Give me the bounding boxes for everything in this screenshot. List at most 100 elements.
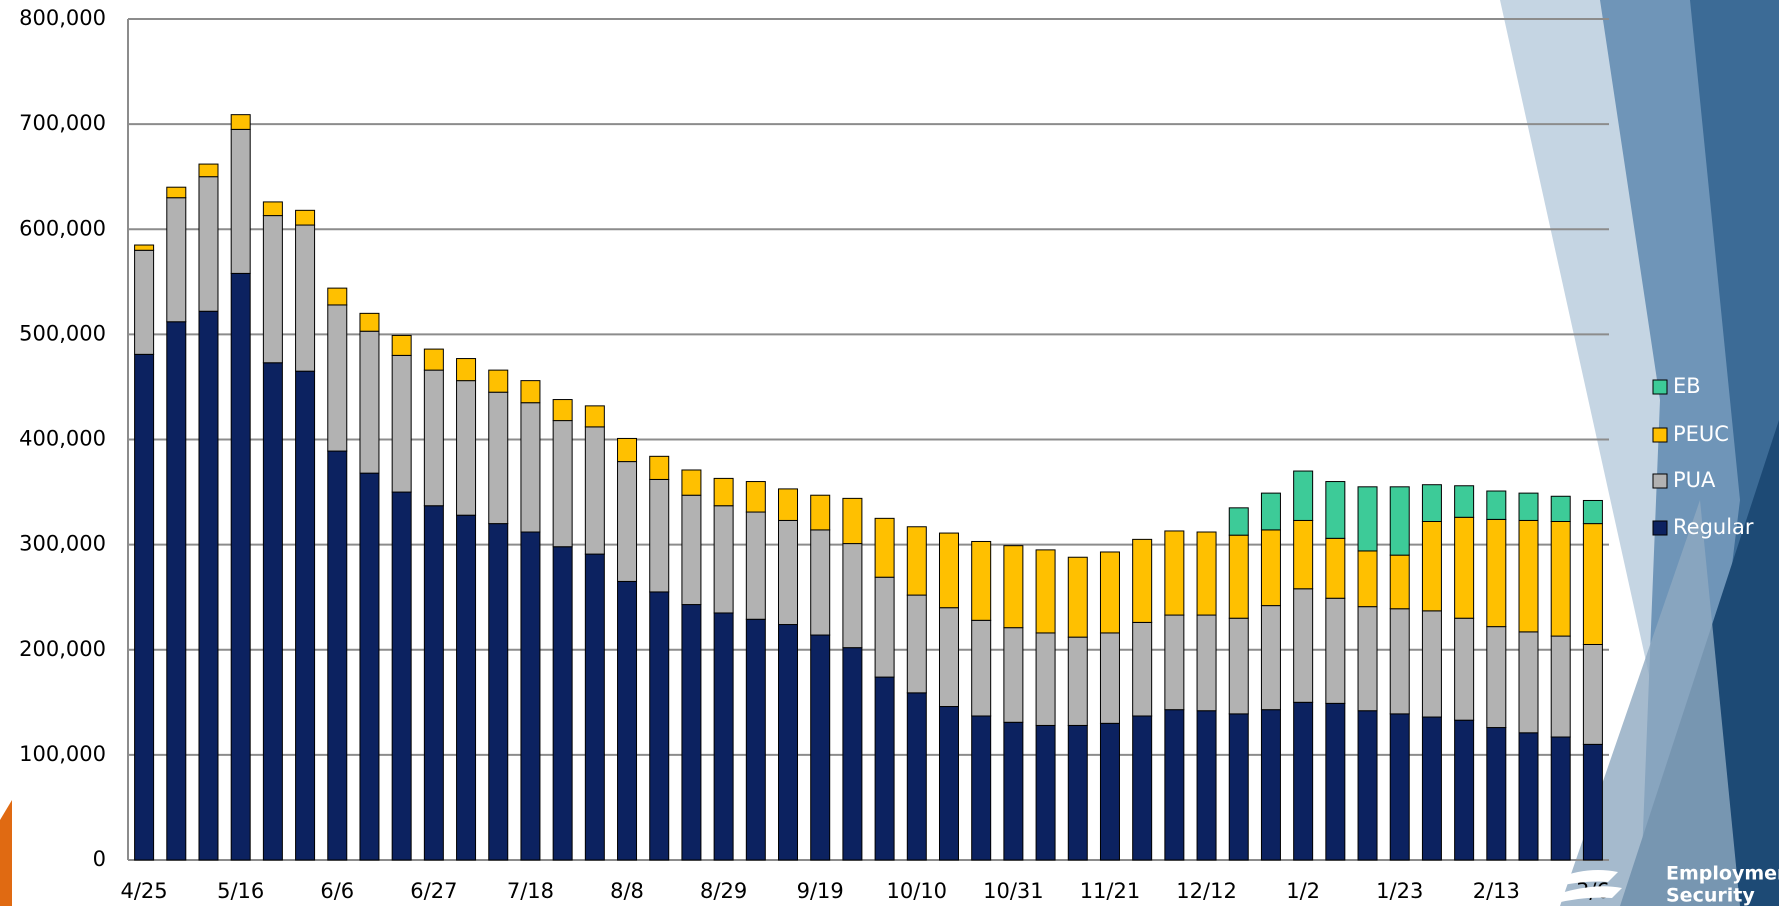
y-tick-label: 200,000 [19,637,106,661]
bar-segment [1293,588,1314,703]
bar-segment [649,591,670,861]
x-tick-label: 12/12 [1176,879,1237,903]
bar-segment [778,624,799,861]
bar-segment [971,540,992,621]
bar-segment [1421,520,1442,612]
bar-segment [810,634,831,861]
bar-segment [1389,713,1410,861]
bar-segment [1260,709,1281,861]
bar-segment [134,244,155,251]
bar-segment [971,715,992,861]
bar-segment [1357,710,1378,861]
bar-segment [1099,632,1120,724]
bar-segment [1132,538,1153,623]
bar-segment [778,488,799,521]
bar-segment [1196,531,1217,616]
bar-segment [1550,520,1571,637]
bar-segment [1357,486,1378,552]
y-tick-label: 0 [93,847,106,871]
bar-segment [1389,554,1410,610]
bar-segment [1582,499,1603,525]
x-tick-label: 10/31 [983,879,1044,903]
bar-segment [1486,626,1507,729]
bar-segment [713,477,734,507]
bar-segment [456,358,477,382]
bar-segment [1454,719,1475,861]
bar-segment [1099,551,1120,634]
bar-segment [1325,537,1346,599]
bar-segment [1067,636,1088,726]
x-tick-label: 10/10 [887,879,948,903]
y-tick-label: 500,000 [19,321,106,345]
bar-segment [681,494,702,606]
bar-segment [584,426,605,555]
bar-segment [938,607,959,708]
bar-segment [327,304,348,452]
bar-segment [810,529,831,636]
bar-segment [1325,481,1346,539]
bar-segment [230,114,251,130]
bar-segment [1454,617,1475,721]
x-tick-label: 8/8 [610,879,644,903]
bar-segment [584,405,605,428]
bar-segment [552,399,573,422]
bar-segment [520,531,541,861]
bar-segment [617,580,638,861]
bar-segment [1228,713,1249,861]
bar-segment [1067,724,1088,861]
bar-segment [1389,486,1410,556]
bar-segment [198,310,219,861]
bar-segment [1035,724,1056,861]
bar-segment [1582,643,1603,745]
bar-segment [1518,519,1539,633]
plot: 0 100,000 200,000 300,000 400,000 500,000 600,… [19,6,1754,903]
bar-segment [745,618,766,861]
logo-text: Employment [1666,863,1779,885]
bar-segment [262,215,283,364]
x-tick-label: 1/2 [1286,879,1320,903]
bar-segment [1260,492,1281,531]
bar-segment [1003,627,1024,723]
bar-segment [1228,534,1249,619]
bar-segment [1067,556,1088,638]
bar-segment [681,604,702,861]
bar-segment [1132,621,1153,717]
bar-segment [456,514,477,861]
bar-segment [938,706,959,861]
bar-segment [1357,550,1378,608]
y-tick-label: 400,000 [19,427,106,451]
bar-segment [1486,490,1507,520]
bar-segment [1454,485,1475,518]
x-tick-label: 6/6 [320,879,354,903]
bar-segment [617,437,638,463]
bar-segment [778,519,799,626]
bar-segment [198,176,219,312]
bar-segment [1260,529,1281,607]
bar-segment [617,461,638,582]
bar-segment [1389,608,1410,715]
bar-segment [488,523,509,861]
bar-segment [1518,631,1539,734]
bar-segment [552,546,573,861]
legend-label: Regular [1673,515,1754,539]
x-tick-label: 9/19 [797,879,844,903]
bar-segment [649,455,670,480]
bar-segment [391,334,412,356]
bar-segment [842,497,863,545]
y-tick-label: 300,000 [19,532,106,556]
bar-segment [262,201,283,217]
bar-segment [745,511,766,620]
legend-label: PUA [1673,468,1716,492]
bar-segment [359,472,380,861]
bar-segment [295,370,316,861]
bar-segment [1293,470,1314,521]
bar-segment [1164,614,1185,711]
bar-segment [842,543,863,649]
bar-segment [713,612,734,861]
bar-segment [1035,549,1056,634]
bar-segment [456,380,477,516]
x-tick-label: 8/29 [700,879,747,903]
bar-segment [1550,495,1571,522]
bar-segment [1164,709,1185,861]
x-tick-label: 2/13 [1473,879,1520,903]
